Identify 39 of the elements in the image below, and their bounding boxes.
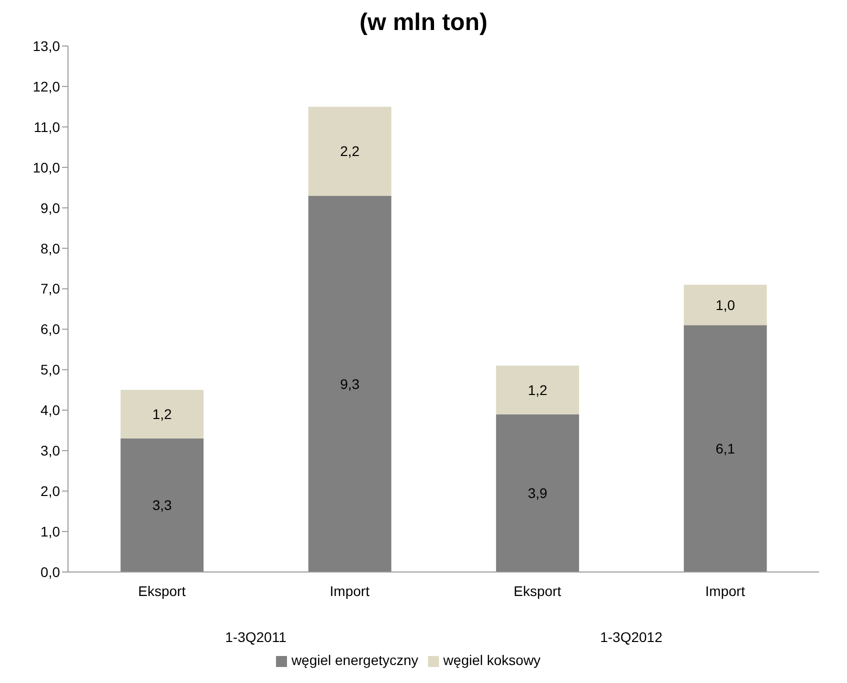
y-tick-label: 10,0 bbox=[32, 159, 60, 176]
y-tick-label: 3,0 bbox=[40, 442, 60, 459]
text: 1-3Q2012 bbox=[600, 629, 663, 645]
data-label: 3,9 bbox=[528, 485, 548, 502]
y-tick-label: 11,0 bbox=[34, 118, 60, 135]
x-tick-label: Import bbox=[705, 583, 746, 599]
bar bbox=[308, 106, 392, 196]
bar bbox=[120, 390, 204, 438]
bar bbox=[496, 414, 580, 572]
y-tick-label: 0,0 bbox=[40, 564, 60, 580]
y-tick-label: 1,0 bbox=[40, 524, 60, 540]
data-label: 1,0 bbox=[716, 296, 736, 313]
data-label: 9,3 bbox=[340, 376, 360, 392]
bar bbox=[684, 325, 767, 572]
data-label: 1,2 bbox=[528, 382, 548, 398]
bar bbox=[308, 196, 392, 572]
y-tick-label: 9,0 bbox=[40, 200, 60, 216]
x-tick-label: Import bbox=[330, 583, 370, 599]
y-tick-label: 5,0 bbox=[40, 362, 60, 378]
y-tick-label: 7,0 bbox=[40, 280, 60, 297]
chart-title: (w mln ton) bbox=[358, 8, 488, 38]
text: 1-3Q2011 bbox=[225, 629, 287, 645]
y-tick-label: 8,0 bbox=[40, 240, 60, 256]
y-tick-label: 2,0 bbox=[40, 483, 60, 500]
y-tick-label: 6,0 bbox=[40, 321, 60, 338]
bar bbox=[684, 284, 767, 326]
y-tick-label: 13,0 bbox=[32, 38, 60, 54]
data-label: 6,1 bbox=[716, 440, 736, 457]
x-tick-label: Eksport bbox=[514, 583, 562, 599]
y-tick-label: 12,0 bbox=[32, 78, 60, 94]
data-label: 3,3 bbox=[152, 497, 172, 514]
legend-label: węgiel koksowy bbox=[443, 652, 541, 668]
x-tick-label: Eksport bbox=[138, 583, 186, 599]
bar bbox=[120, 438, 204, 572]
data-label: 2,2 bbox=[340, 143, 360, 160]
bar bbox=[496, 366, 580, 414]
data-label: 1,2 bbox=[152, 406, 172, 422]
legend-label: węgiel energetyczny bbox=[291, 652, 418, 668]
y-tick-label: 4,0 bbox=[40, 402, 60, 418]
